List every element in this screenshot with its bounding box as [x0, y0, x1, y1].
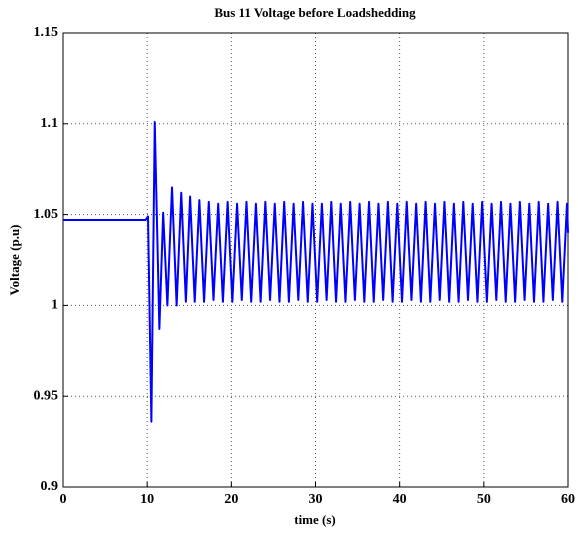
y-tick-label: 1.1: [41, 116, 59, 131]
y-axis-label: Voltage (p.u): [7, 224, 22, 295]
x-tick-label: 30: [309, 492, 323, 507]
y-tick-label: 1: [51, 298, 58, 313]
chart-title: Bus 11 Voltage before Loadshedding: [214, 5, 416, 20]
x-tick-label: 60: [561, 492, 575, 507]
x-tick-label: 50: [477, 492, 491, 507]
x-axis-label: time (s): [294, 512, 336, 527]
x-tick-label: 10: [140, 492, 154, 507]
y-tick-label: 1.15: [34, 25, 59, 40]
x-tick-label: 0: [60, 492, 67, 507]
y-tick-label: 0.9: [41, 479, 59, 494]
x-tick-label: 40: [393, 492, 407, 507]
x-tick-label: 20: [224, 492, 238, 507]
y-tick-label: 1.05: [34, 207, 59, 222]
plot-frame: [62, 32, 569, 488]
data-line: [63, 120, 569, 423]
y-tick-label: 0.95: [34, 388, 59, 403]
